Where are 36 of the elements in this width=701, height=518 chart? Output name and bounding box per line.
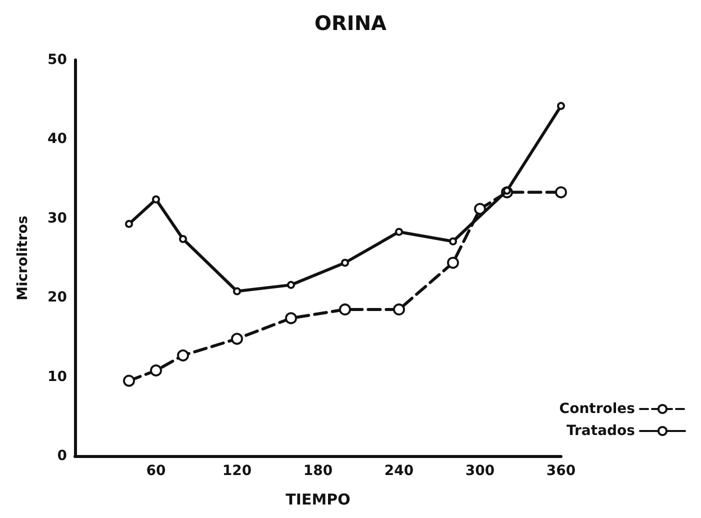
- point: [150, 364, 162, 376]
- point: [285, 312, 297, 324]
- point: [231, 332, 243, 345]
- point: [449, 237, 457, 246]
- point: [287, 280, 295, 289]
- y-tick-label: 10: [48, 368, 68, 385]
- point: [447, 256, 459, 269]
- x-tick-label: 300: [465, 463, 495, 479]
- legend-label: Controles: [559, 401, 635, 417]
- point: [395, 228, 403, 236]
- y-axis-title: Microlitros: [15, 216, 31, 300]
- y-tick-label: 30: [48, 210, 68, 226]
- point: [557, 102, 565, 110]
- x-axis-title: TIEMPO: [286, 490, 350, 508]
- point: [152, 195, 160, 204]
- x-tick-label: 60: [146, 463, 166, 479]
- y-tick-label: 0: [57, 448, 68, 464]
- x-tick-label: 240: [384, 463, 414, 479]
- y-tick-label: 20: [48, 290, 68, 306]
- point: [474, 202, 486, 215]
- point: [125, 220, 133, 228]
- x-tick-label: 180: [303, 463, 333, 479]
- point: [393, 303, 405, 316]
- legend-label: Tratados: [566, 423, 635, 439]
- point: [179, 234, 187, 243]
- point: [123, 374, 135, 387]
- y-tick-label: 40: [48, 131, 68, 148]
- point: [339, 303, 351, 316]
- point: [555, 186, 567, 198]
- x-tick-label: 360: [546, 463, 576, 479]
- x-tick-label: 120: [222, 463, 252, 479]
- point: [177, 349, 189, 362]
- y-tick-label: 50: [48, 52, 68, 68]
- point: [233, 287, 241, 296]
- point: [341, 258, 349, 267]
- chart-title: ORINA: [314, 11, 388, 35]
